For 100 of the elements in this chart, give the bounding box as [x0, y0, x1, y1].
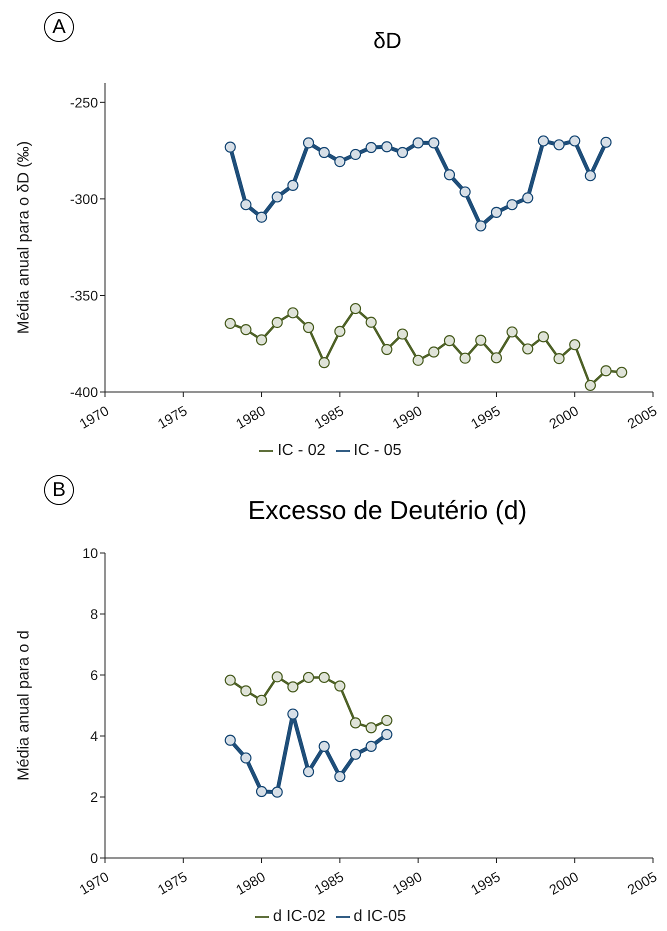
point [302, 137, 314, 148]
point [538, 135, 549, 147]
point [318, 672, 330, 684]
x-tick-label: 2005 [624, 868, 660, 898]
point [287, 307, 298, 318]
legend-label: IC - 05 [354, 442, 402, 459]
x-tick-label: 1975 [154, 868, 190, 898]
point [287, 180, 298, 191]
point [381, 714, 392, 726]
point [256, 786, 268, 798]
x-tick-label: 1990 [390, 868, 425, 898]
point [240, 324, 252, 336]
point [460, 186, 471, 198]
point [381, 141, 392, 152]
point [584, 380, 596, 392]
point [318, 740, 330, 752]
point [553, 139, 565, 150]
point [350, 302, 362, 314]
point [366, 722, 377, 734]
y-tick-label: 8 [90, 606, 98, 622]
x-tick-label: 2000 [546, 402, 582, 432]
y-tick-label: 10 [82, 544, 98, 561]
point [412, 137, 424, 148]
y-tick-label: -400 [70, 384, 98, 400]
point [569, 135, 580, 147]
point [396, 146, 408, 158]
x-tick-label: 1980 [233, 868, 268, 898]
point [444, 169, 456, 180]
point [600, 136, 612, 148]
point [381, 344, 392, 356]
text: A [44, 12, 74, 42]
y-tick-label: 4 [90, 728, 98, 744]
legend-label: d IC-05 [354, 908, 406, 925]
y-tick-label: -350 [70, 287, 98, 304]
x-tick-label: 1975 [154, 402, 190, 432]
point [396, 328, 408, 340]
x-tick-label: 1985 [311, 402, 346, 432]
y-tick-label: 6 [90, 666, 98, 683]
point [272, 671, 283, 682]
chart-title: δD [372, 28, 403, 54]
point [334, 680, 346, 692]
point [334, 770, 346, 782]
point [366, 740, 377, 752]
point [272, 316, 283, 328]
point [224, 734, 236, 746]
point [460, 352, 471, 364]
point [350, 148, 362, 160]
point [569, 339, 580, 350]
point [240, 752, 252, 764]
point [334, 326, 346, 337]
point [475, 220, 486, 232]
y-tick-label: 2 [90, 788, 98, 805]
point [224, 318, 236, 330]
y-axis-title: Média anual para o δD (‰) [16, 141, 33, 334]
point [600, 365, 612, 376]
point [412, 354, 424, 366]
x-tick-label: 1980 [233, 402, 268, 432]
x-tick-label: 2005 [624, 402, 660, 432]
point [240, 199, 252, 210]
y-tick-label: -250 [70, 94, 98, 110]
point [256, 212, 268, 223]
point [366, 316, 377, 328]
point [444, 335, 456, 346]
point [256, 694, 268, 706]
point [366, 142, 377, 154]
point [350, 717, 362, 728]
x-tick-label: 1990 [390, 402, 425, 432]
x-tick-label: 1995 [468, 402, 504, 432]
point [224, 142, 236, 153]
point [506, 326, 518, 338]
x-tick-label: 1970 [76, 402, 112, 432]
point [287, 708, 298, 720]
point [334, 156, 346, 168]
point [302, 672, 314, 684]
point [522, 343, 534, 355]
point [506, 199, 518, 210]
point [428, 346, 440, 358]
point [522, 192, 534, 204]
point [350, 748, 362, 760]
point [287, 681, 298, 692]
point [302, 766, 314, 778]
point [318, 146, 330, 158]
point [538, 331, 549, 342]
point [240, 685, 252, 696]
point [475, 334, 486, 346]
point [256, 334, 268, 346]
legend-label: d IC-02 [273, 908, 326, 925]
point [318, 357, 330, 368]
point [302, 322, 314, 334]
x-tick-label: 1995 [468, 868, 504, 898]
y-tick-label: -300 [70, 190, 98, 207]
x-tick-label: 2000 [546, 868, 582, 898]
point [490, 206, 502, 218]
point [553, 352, 565, 364]
point [616, 366, 628, 378]
x-tick-label: 1970 [76, 868, 112, 898]
x-tick-label: 1985 [311, 868, 346, 898]
point [381, 728, 392, 740]
point [272, 191, 283, 203]
y-axis-title: Média anual para o d [16, 630, 33, 781]
